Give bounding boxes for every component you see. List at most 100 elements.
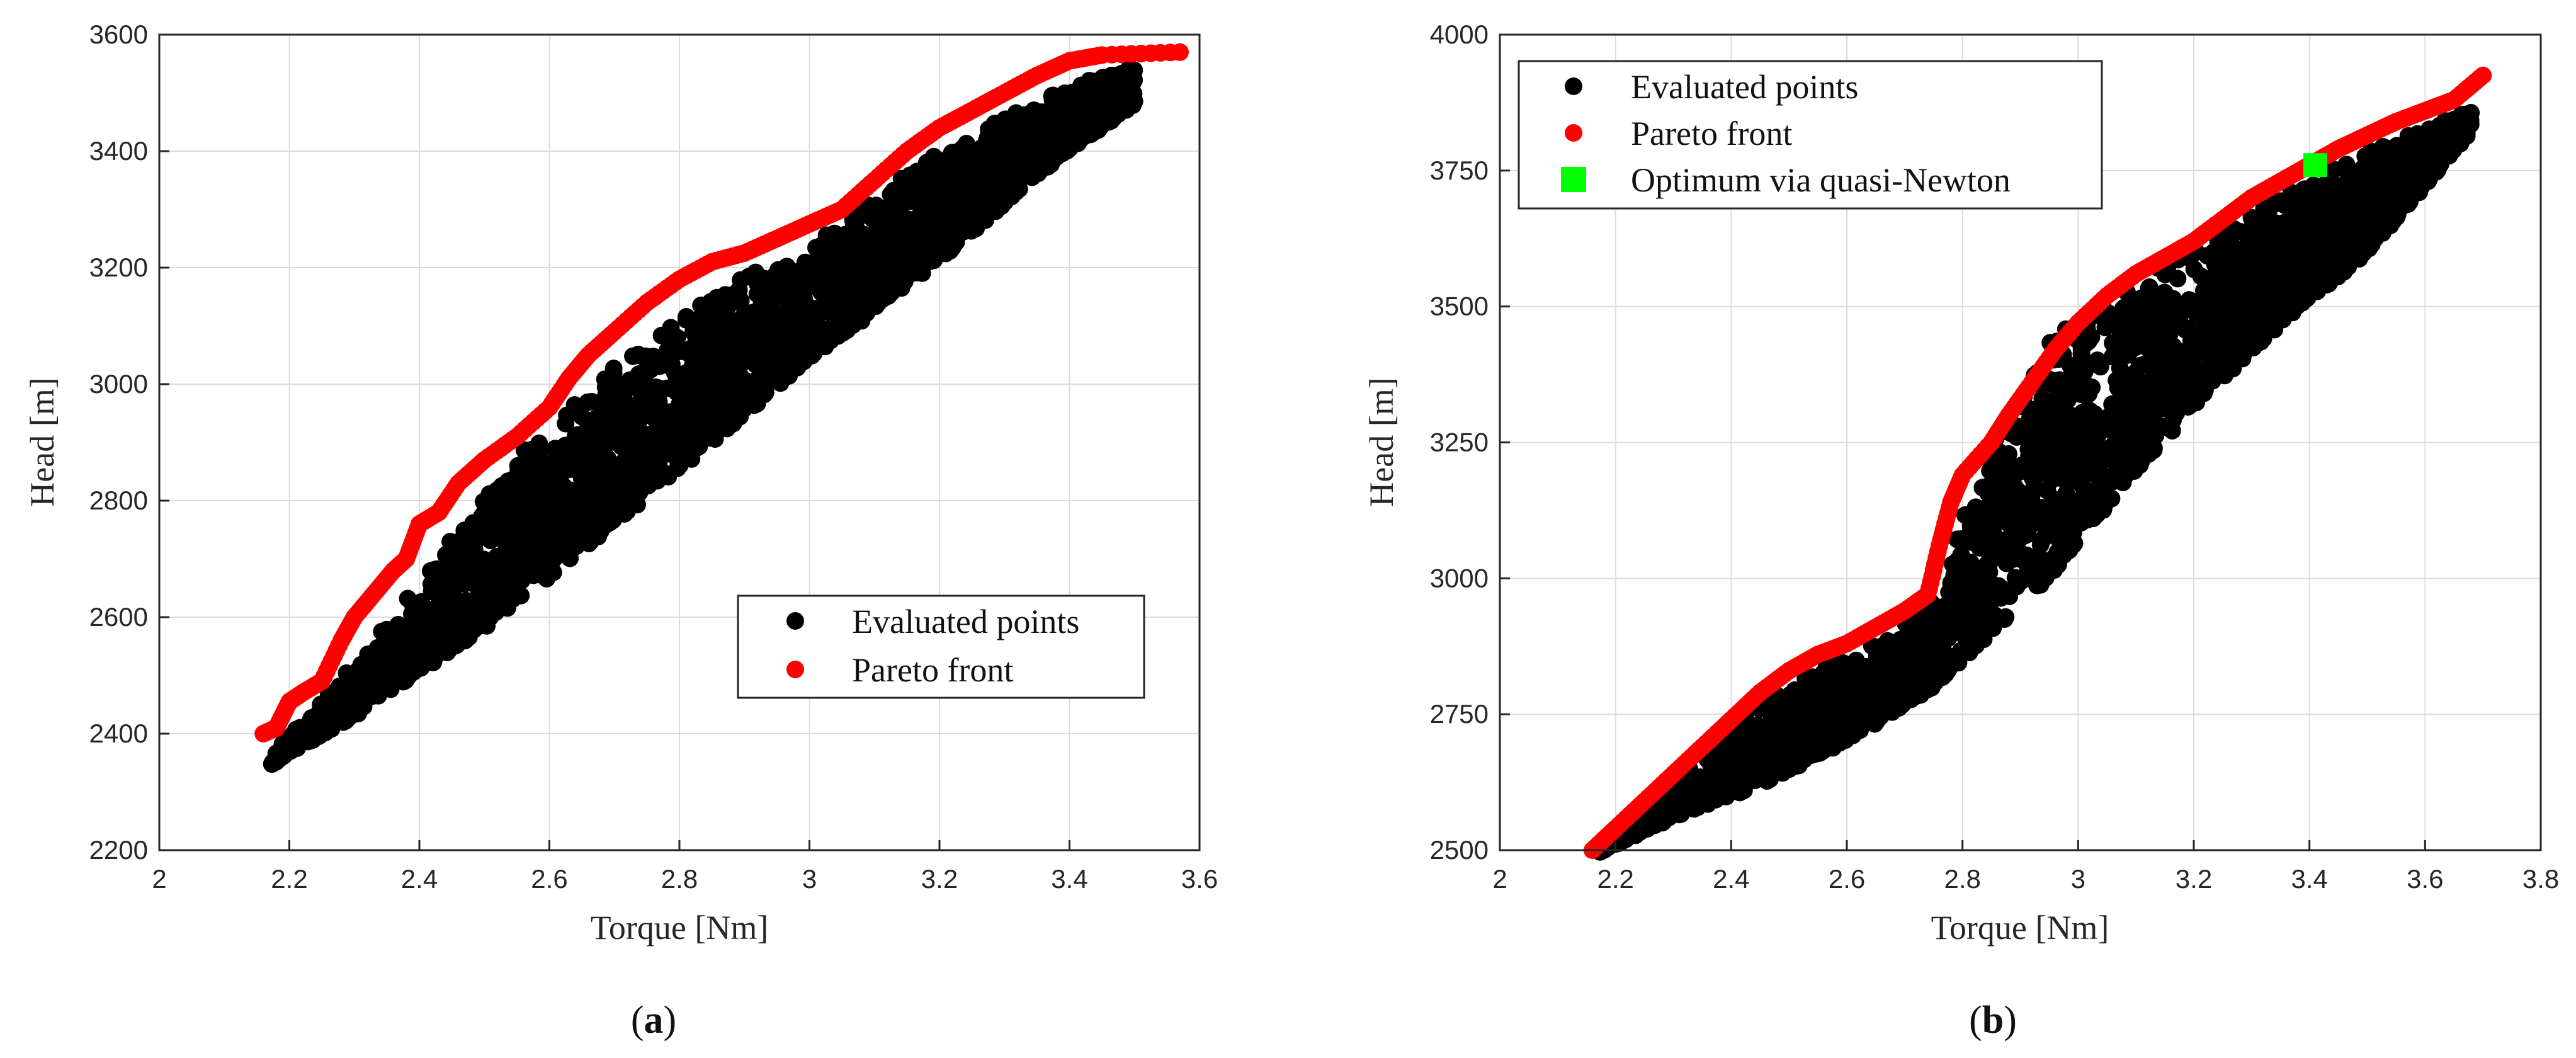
evaluated-point-a — [827, 258, 845, 276]
evaluated-point-b — [1826, 681, 1844, 699]
evaluated-point-a — [618, 464, 637, 482]
evaluated-point-b — [2109, 379, 2127, 397]
evaluated-point-b — [1996, 493, 2014, 511]
evaluated-point-a — [502, 505, 519, 523]
chart-panel-a: 2 2.2 2.4 2.6 2.8 3 3.2 3.4 3.622002400260028003… — [23, 20, 1218, 1042]
evaluated-point-a — [764, 316, 782, 334]
x-tick-label-a: 3.2 — [921, 864, 958, 894]
evaluated-point-a — [652, 326, 671, 344]
pareto-front-point-a — [1171, 43, 1189, 61]
y-tick-label-a: 3200 — [89, 253, 148, 282]
evaluated-point-a — [807, 239, 825, 257]
evaluated-point-b — [2079, 386, 2096, 404]
evaluated-point-a — [704, 426, 722, 444]
evaluated-point-a — [859, 233, 877, 251]
evaluated-point-b — [2024, 512, 2042, 530]
evaluated-point-a — [620, 371, 638, 389]
evaluated-point-a — [564, 457, 582, 475]
evaluated-point-a — [749, 335, 768, 353]
evaluated-point-b — [2064, 536, 2082, 554]
evaluated-point-a — [661, 357, 679, 375]
evaluated-point-a — [579, 393, 597, 411]
y-tick-label-a: 3600 — [89, 20, 148, 49]
evaluated-point-a — [665, 447, 683, 465]
evaluated-point-b — [2007, 428, 2026, 446]
evaluated-point-a — [751, 378, 769, 396]
evaluated-point-a — [992, 195, 1011, 213]
evaluated-point-a — [617, 399, 635, 417]
evaluated-point-a — [885, 181, 903, 200]
evaluated-point-a — [954, 149, 972, 167]
evaluated-point-a — [676, 401, 694, 419]
evaluated-point-a — [1050, 135, 1069, 153]
evaluated-point-a — [945, 236, 963, 254]
evaluated-point-a — [373, 622, 391, 640]
evaluated-point-a — [713, 348, 731, 366]
evaluated-point-b — [2134, 380, 2152, 398]
evaluated-point-a — [453, 546, 470, 564]
evaluated-point-a — [485, 593, 503, 611]
evaluated-point-a — [527, 507, 545, 525]
evaluated-point-a — [1093, 101, 1111, 120]
evaluated-point-b — [1961, 554, 1980, 572]
evaluated-point-a — [424, 645, 443, 663]
evaluated-point-a — [642, 360, 660, 378]
evaluated-point-a — [850, 305, 868, 323]
evaluated-point-b — [1878, 632, 1897, 650]
evaluated-point-a — [740, 268, 758, 286]
evaluated-point-a — [1043, 88, 1061, 106]
evaluated-point-a — [973, 182, 991, 200]
evaluated-point-a — [359, 645, 377, 663]
evaluated-point-a — [538, 460, 556, 479]
evaluated-point-a — [686, 424, 704, 442]
evaluated-point-a — [400, 649, 418, 667]
y-axis-label-a: Head [m] — [23, 377, 61, 506]
evaluated-point-a — [474, 577, 491, 596]
x-tick-label-a: 3 — [802, 864, 817, 894]
evaluated-point-b — [2061, 515, 2079, 533]
x-tick-label-a: 2.2 — [271, 864, 307, 894]
evaluated-point-a — [613, 438, 630, 455]
evaluated-point-a — [836, 225, 854, 244]
evaluated-point-a — [661, 424, 679, 442]
evaluated-point-a — [724, 414, 742, 433]
evaluated-point-a — [678, 308, 696, 326]
evaluated-point-a — [956, 181, 973, 200]
evaluated-point-a — [855, 271, 873, 289]
evaluated-point-a — [1063, 94, 1081, 113]
evaluated-point-b — [2356, 147, 2375, 165]
y-tick-label-a: 2800 — [89, 486, 148, 515]
evaluated-point-a — [473, 507, 491, 525]
evaluated-point-b — [2028, 576, 2046, 594]
evaluated-point-a — [343, 700, 361, 718]
evaluated-point-a — [637, 347, 655, 365]
evaluated-point-a — [663, 341, 681, 360]
evaluated-point-a — [868, 215, 886, 233]
evaluated-point-a — [546, 440, 564, 458]
y-tick-label-a: 2600 — [89, 602, 148, 632]
evaluated-point-a — [691, 342, 709, 360]
evaluated-point-b — [2074, 350, 2092, 368]
evaluated-point-a — [435, 568, 453, 586]
evaluated-point-b — [2389, 191, 2407, 210]
evaluated-point-a — [615, 423, 633, 441]
legend-label-pareto-front-a: Pareto front — [852, 651, 1013, 689]
legend-marker-pareto-front-a — [786, 661, 804, 678]
y-tick-label-a: 2400 — [89, 719, 148, 748]
evaluated-point-a — [730, 281, 748, 299]
evaluated-point-a — [882, 261, 900, 280]
evaluated-point-a — [585, 511, 603, 529]
evaluated-point-a — [592, 468, 610, 486]
x-tick-label-a: 2 — [152, 864, 166, 894]
evaluated-point-a — [318, 699, 336, 717]
evaluated-point-a — [784, 278, 802, 297]
evaluated-point-a — [698, 321, 716, 339]
evaluated-point-a — [604, 364, 623, 382]
evaluated-point-a — [919, 153, 936, 171]
evaluated-point-a — [712, 290, 730, 308]
evaluated-point-a — [419, 627, 438, 645]
evaluated-point-a — [644, 379, 662, 397]
evaluated-point-a — [608, 500, 626, 518]
evaluated-point-a — [786, 307, 805, 325]
evaluated-point-a — [541, 484, 559, 502]
